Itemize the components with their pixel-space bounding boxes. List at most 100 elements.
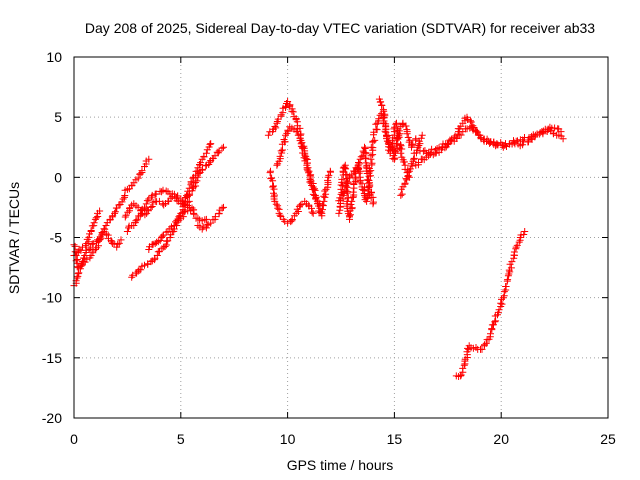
- data-point: [321, 193, 329, 201]
- data-point: [143, 197, 151, 205]
- data-point: [132, 217, 140, 225]
- data-point: [118, 198, 126, 206]
- data-point: [515, 238, 523, 246]
- data-point: [508, 258, 516, 266]
- data-point: [275, 209, 283, 217]
- data-point: [199, 223, 207, 231]
- data-point: [321, 187, 329, 195]
- data-point: [367, 152, 375, 160]
- data-point: [467, 123, 475, 131]
- data-point: [145, 155, 153, 163]
- data-point: [487, 330, 494, 338]
- data-point: [308, 208, 316, 216]
- data-point: [457, 372, 465, 380]
- x-tick-label: 25: [600, 431, 616, 447]
- data-point: [393, 119, 400, 127]
- data-point: [303, 165, 311, 173]
- data-point: [142, 200, 150, 208]
- data-point: [493, 140, 501, 148]
- data-point: [413, 146, 421, 154]
- data-point: [318, 209, 326, 217]
- data-point: [375, 115, 383, 123]
- data-point: [308, 185, 316, 193]
- data-point: [403, 130, 411, 138]
- data-point: [91, 246, 99, 253]
- data-point: [266, 169, 274, 177]
- data-point: [472, 126, 480, 134]
- data-point: [269, 177, 277, 185]
- data-point: [397, 191, 405, 199]
- data-point: [152, 190, 160, 198]
- data-point: [206, 140, 214, 148]
- y-tick-label: -5: [50, 230, 63, 246]
- data-point: [96, 233, 104, 241]
- data-point: [173, 216, 181, 224]
- y-tick-label: 5: [54, 109, 62, 125]
- data-point: [95, 237, 102, 245]
- data-point: [498, 295, 505, 303]
- data-point: [312, 193, 320, 201]
- data-point: [308, 182, 316, 189]
- data-point: [85, 246, 93, 253]
- data-point: [406, 165, 414, 173]
- data-point: [500, 288, 508, 296]
- data-point: [200, 153, 208, 161]
- data-point: [341, 164, 349, 172]
- data-point: [137, 266, 145, 274]
- data-point: [550, 130, 557, 138]
- data-point: [114, 240, 122, 248]
- data-point: [369, 137, 377, 145]
- data-point: [502, 140, 509, 148]
- data-point: [288, 216, 296, 223]
- data-point: [390, 140, 398, 147]
- data-point: [220, 143, 227, 151]
- grid: [74, 57, 608, 418]
- y-tick-label: 0: [54, 169, 62, 185]
- data-point: [365, 179, 373, 187]
- data-point: [426, 148, 434, 156]
- data-point: [325, 171, 333, 179]
- data-point: [79, 243, 86, 251]
- data-point: [138, 167, 146, 175]
- data-point: [364, 176, 372, 184]
- y-axis-label: SDTVAR / TECUs: [6, 182, 22, 294]
- data-point: [108, 240, 116, 247]
- data-point: [443, 141, 451, 149]
- data-point: [158, 188, 166, 196]
- data-point: [478, 345, 486, 353]
- data-point: [402, 122, 410, 130]
- data-point: [274, 204, 282, 212]
- data-point: [357, 153, 365, 161]
- data-point: [78, 261, 86, 269]
- data-point: [308, 204, 315, 212]
- data-point: [376, 98, 384, 106]
- data-point: [340, 163, 348, 171]
- data-point: [351, 167, 359, 175]
- data-point: [195, 170, 203, 177]
- data-point: [147, 203, 155, 211]
- data-point: [306, 178, 314, 186]
- data-point: [408, 142, 416, 150]
- data-point: [199, 165, 206, 173]
- data-point: [148, 191, 156, 199]
- data-point: [73, 274, 81, 282]
- data-point: [276, 152, 284, 160]
- data-point: [282, 131, 289, 139]
- data-point: [512, 243, 520, 251]
- data-point: [457, 131, 465, 139]
- x-tick-label: 15: [387, 431, 403, 447]
- data-point: [519, 141, 527, 149]
- data-point: [368, 159, 376, 167]
- data-point: [141, 261, 148, 269]
- data-point: [218, 144, 226, 152]
- data-point: [466, 117, 474, 125]
- chart-title: Day 208 of 2025, Sidereal Day-to-day VTE…: [85, 20, 595, 36]
- data-point: [137, 210, 145, 218]
- data-point: [218, 204, 226, 212]
- data-point: [133, 216, 141, 224]
- data-point: [121, 213, 129, 221]
- data-point: [185, 203, 193, 211]
- data-point: [418, 131, 426, 139]
- data-point: [355, 159, 362, 166]
- x-tick-label: 5: [177, 431, 185, 447]
